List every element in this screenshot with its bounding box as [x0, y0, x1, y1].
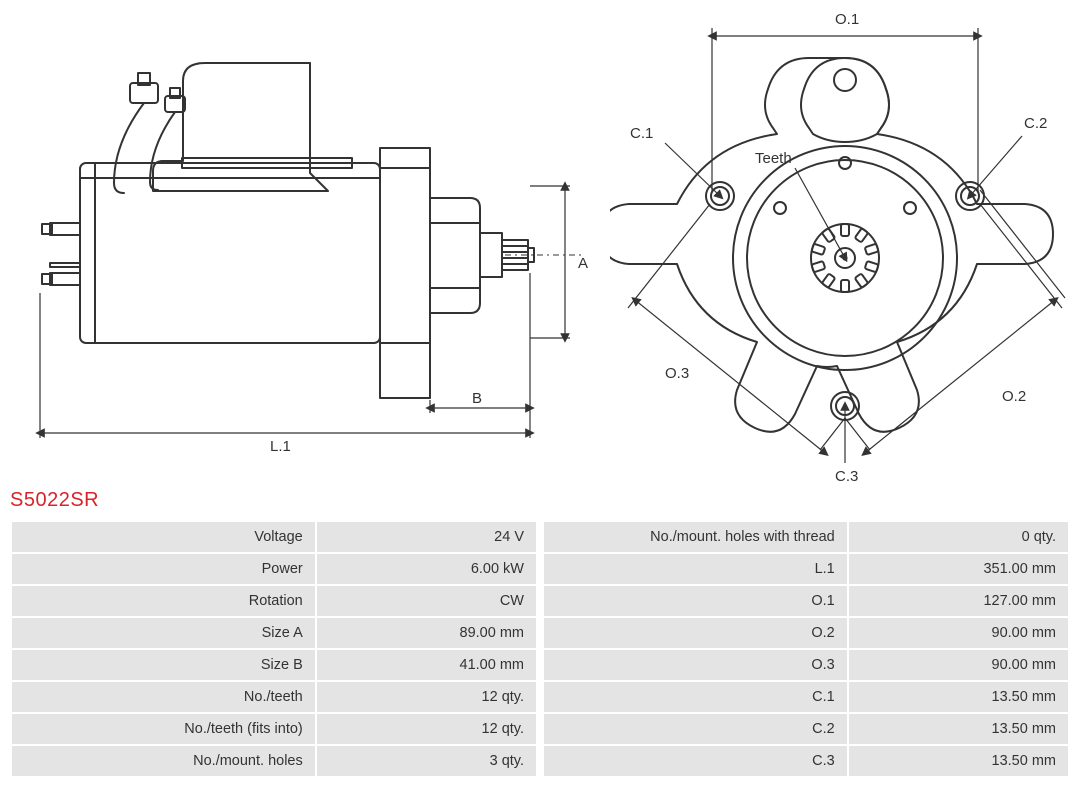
front-view: O.1 O.2: [610, 8, 1070, 483]
spec-label: O.3: [544, 650, 847, 680]
spec-value: CW: [317, 586, 536, 616]
label-L1: L.1: [270, 438, 291, 455]
spec-value: 24 V: [317, 522, 536, 552]
side-view-svg: A B L.1: [10, 8, 590, 468]
drawings-row: A B L.1: [10, 8, 1070, 483]
front-view-svg: O.1 O.2: [610, 8, 1080, 488]
spec-value: 6.00 kW: [317, 554, 536, 584]
spec-value: 12 qty.: [317, 682, 536, 712]
label-C2: C.2: [1024, 115, 1047, 132]
spec-label: No./teeth: [12, 682, 315, 712]
label-O2: O.2: [1002, 388, 1026, 405]
spec-label: Power: [12, 554, 315, 584]
spec-label: C.2: [544, 714, 847, 744]
table-row: L.1351.00 mm: [544, 554, 1068, 584]
table-row: No./teeth12 qty.: [12, 682, 536, 712]
table-row: Size A89.00 mm: [12, 618, 536, 648]
label-C1: C.1: [630, 125, 653, 142]
spec-label: Voltage: [12, 522, 315, 552]
spec-value: 41.00 mm: [317, 650, 536, 680]
spec-value: 12 qty.: [317, 714, 536, 744]
spec-value: 3 qty.: [317, 746, 536, 776]
table-row: C.113.50 mm: [544, 682, 1068, 712]
spec-table-left: Voltage24 VPower6.00 kWRotationCWSize A8…: [10, 520, 538, 778]
spec-label: No./mount. holes with thread: [544, 522, 847, 552]
spec-label: Size B: [12, 650, 315, 680]
spec-value: 127.00 mm: [849, 586, 1068, 616]
label-O3: O.3: [665, 365, 689, 382]
table-row: O.290.00 mm: [544, 618, 1068, 648]
table-row: O.390.00 mm: [544, 650, 1068, 680]
label-A: A: [578, 255, 588, 272]
table-row: No./teeth (fits into)12 qty.: [12, 714, 536, 744]
table-row: Size B41.00 mm: [12, 650, 536, 680]
table-row: RotationCW: [12, 586, 536, 616]
label-teeth: Teeth: [755, 150, 792, 167]
table-row: No./mount. holes3 qty.: [12, 746, 536, 776]
spec-value: 13.50 mm: [849, 682, 1068, 712]
spec-value: 13.50 mm: [849, 746, 1068, 776]
spec-label: Size A: [12, 618, 315, 648]
table-row: Voltage24 V: [12, 522, 536, 552]
spec-label: No./mount. holes: [12, 746, 315, 776]
spec-value: 90.00 mm: [849, 618, 1068, 648]
spec-label: O.1: [544, 586, 847, 616]
table-row: Power6.00 kW: [12, 554, 536, 584]
spec-value: 13.50 mm: [849, 714, 1068, 744]
spec-label: Rotation: [12, 586, 315, 616]
label-O1: O.1: [835, 11, 859, 28]
side-view: A B L.1: [10, 8, 590, 483]
spec-value: 90.00 mm: [849, 650, 1068, 680]
spec-label: L.1: [544, 554, 847, 584]
table-row: C.313.50 mm: [544, 746, 1068, 776]
label-B: B: [472, 390, 482, 407]
spec-label: C.1: [544, 682, 847, 712]
product-code: S5022SR: [10, 489, 1070, 512]
page: A B L.1: [0, 0, 1080, 786]
spec-label: O.2: [544, 618, 847, 648]
table-row: O.1127.00 mm: [544, 586, 1068, 616]
spec-label: No./teeth (fits into): [12, 714, 315, 744]
spec-label: C.3: [544, 746, 847, 776]
table-row: C.213.50 mm: [544, 714, 1068, 744]
spec-value: 351.00 mm: [849, 554, 1068, 584]
spec-tables: Voltage24 VPower6.00 kWRotationCWSize A8…: [10, 520, 1070, 778]
table-row: No./mount. holes with thread0 qty.: [544, 522, 1068, 552]
spec-value: 0 qty.: [849, 522, 1068, 552]
label-C3: C.3: [835, 468, 858, 485]
spec-value: 89.00 mm: [317, 618, 536, 648]
spec-table-right: No./mount. holes with thread0 qty.L.1351…: [542, 520, 1070, 778]
